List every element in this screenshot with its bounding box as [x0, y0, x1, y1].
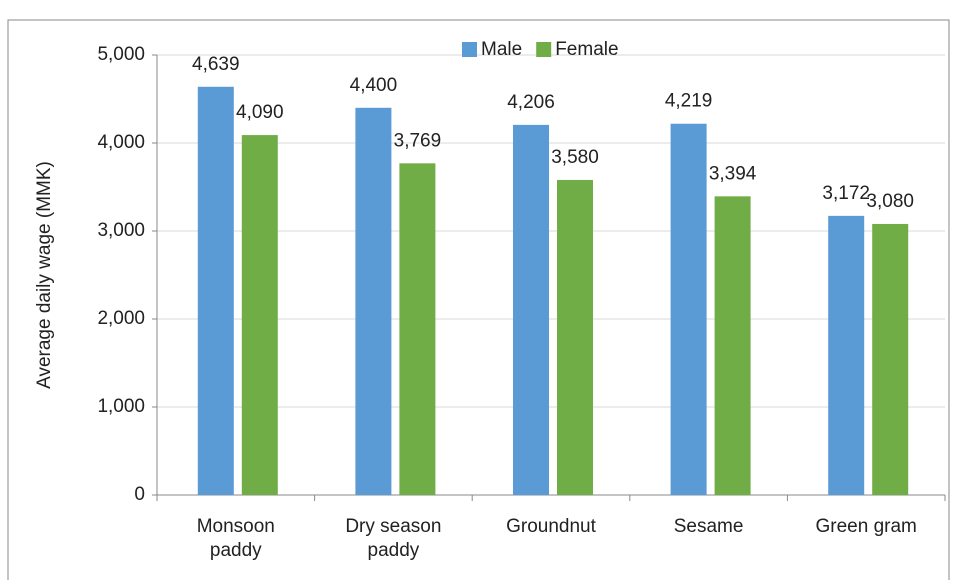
- bar: [714, 196, 751, 495]
- y-tick-label: 2,000: [97, 308, 145, 329]
- bar: [557, 179, 593, 495]
- data-label: 3,394: [709, 163, 757, 184]
- data-label: 4,206: [507, 92, 555, 113]
- y-tick-label: 5,000: [97, 44, 145, 65]
- bar: [399, 163, 436, 495]
- data-label: 4,090: [236, 102, 284, 123]
- x-tick-label: Green gram: [815, 516, 917, 537]
- legend-label: Female: [555, 39, 618, 60]
- data-label: 4,219: [665, 91, 713, 112]
- y-axis-label: Average daily wage (MMK): [34, 161, 55, 389]
- bar: [197, 86, 234, 495]
- y-tick-label: 4,000: [97, 132, 145, 153]
- data-label: 4,400: [350, 75, 398, 96]
- data-label: 3,080: [866, 191, 914, 212]
- legend-swatch: [536, 42, 552, 57]
- data-label: 3,580: [551, 147, 599, 168]
- data-label: 3,172: [822, 183, 870, 204]
- bar: [872, 223, 909, 495]
- y-tick-label: 0: [134, 484, 145, 505]
- data-label: 4,639: [192, 54, 240, 75]
- x-tick-label: Groundnut: [506, 516, 596, 537]
- y-tick-label: 1,000: [97, 396, 145, 417]
- x-tick-label: Monsoon paddy: [196, 516, 275, 561]
- bar: [828, 215, 865, 495]
- x-tick-label: Sesame: [673, 516, 744, 537]
- data-label: 3,769: [394, 130, 442, 151]
- bar: [670, 123, 707, 495]
- bar: [241, 135, 278, 495]
- chart-border: [7, 19, 950, 580]
- legend-swatch: [462, 42, 477, 57]
- y-tick-label: 3,000: [97, 220, 145, 241]
- x-tick-label: Dry season paddy: [345, 516, 442, 561]
- bar: [355, 107, 392, 496]
- bar: [513, 124, 549, 495]
- legend-label: Male: [481, 39, 522, 60]
